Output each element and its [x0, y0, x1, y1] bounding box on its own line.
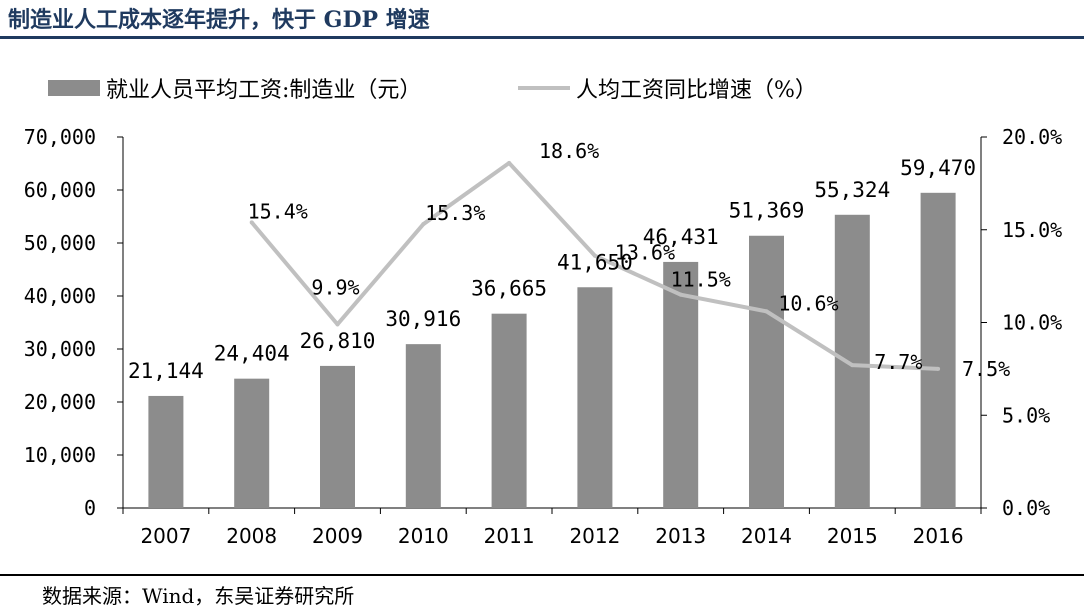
line-value-label: 18.6% — [539, 139, 599, 163]
growth-point — [592, 253, 597, 258]
left-tick-label: 50,000 — [24, 231, 96, 255]
combo-chart: 就业人员平均工资:制造业（元） 人均工资同比增速（%） 0 10,000 20,000 3… — [24, 78, 1062, 548]
bar-value-label: 41,650 — [557, 250, 633, 274]
right-tick-label: 20.0% — [1002, 125, 1062, 149]
bar — [320, 365, 355, 508]
bar-value-label: 51,369 — [729, 199, 805, 223]
title-divider — [0, 36, 1084, 39]
x-tick-label: 2007 — [140, 524, 191, 548]
left-tick-label: 0 — [84, 496, 96, 520]
bar-value-label: 26,810 — [300, 329, 376, 353]
bar — [834, 214, 870, 508]
growth-point — [678, 292, 683, 297]
right-tick-label: 10.0% — [1002, 311, 1062, 335]
line-value-label: 15.4% — [248, 199, 308, 223]
left-tick-label: 70,000 — [24, 125, 96, 149]
bar-value-label: 24,404 — [214, 342, 290, 366]
line-value-label: 10.6% — [778, 291, 838, 315]
x-tick-label: 2009 — [312, 524, 363, 548]
x-tick-label: 2012 — [569, 524, 620, 548]
bar — [663, 261, 699, 508]
bar-value-label: 55,324 — [814, 178, 890, 202]
legend-label-bar: 就业人员平均工资:制造业（元） — [106, 78, 421, 103]
bar — [491, 313, 527, 508]
source-note: 数据来源：Wind，东吴证券研究所 — [42, 584, 355, 608]
line-value-label: 11.5% — [671, 268, 731, 292]
bar — [920, 192, 956, 508]
bar — [749, 235, 784, 508]
bar-value-label: 21,144 — [128, 359, 204, 383]
bar — [577, 287, 613, 508]
left-tick-label: 60,000 — [24, 178, 96, 202]
bar — [405, 344, 441, 508]
bar-value-label: 46,431 — [643, 225, 719, 249]
legend-swatch-bar — [48, 80, 100, 96]
x-tick-label: 2011 — [484, 524, 535, 548]
right-tick-label: 0.0% — [1002, 496, 1050, 520]
growth-point — [335, 322, 340, 327]
left-tick-label: 20,000 — [24, 390, 96, 414]
bar-value-label: 59,470 — [900, 156, 976, 180]
left-tick-label: 40,000 — [24, 284, 96, 308]
line-value-label: 13.6% — [615, 241, 675, 265]
chart-title: 制造业人工成本逐年提升，快于 GDP 增速 — [8, 7, 430, 33]
x-tick-label: 2016 — [913, 524, 964, 548]
line-value-label: 9.9% — [311, 275, 359, 299]
footer-divider — [0, 574, 1084, 576]
growth-point — [850, 363, 855, 368]
bar-value-label: 36,665 — [471, 277, 547, 301]
bar-value-label: 30,916 — [385, 307, 461, 331]
right-tick-label: 5.0% — [1002, 403, 1050, 427]
growth-point — [249, 220, 254, 225]
line-value-label: 7.7% — [874, 350, 922, 374]
legend-label-line: 人均工资同比增速（%） — [576, 78, 817, 103]
bar — [234, 378, 270, 508]
x-tick-label: 2010 — [398, 524, 449, 548]
x-tick-label: 2013 — [655, 524, 706, 548]
growth-point — [936, 366, 941, 371]
left-tick-label: 10,000 — [24, 443, 96, 467]
x-tick-label: 2014 — [741, 524, 792, 548]
growth-point — [421, 222, 426, 227]
growth-point — [507, 160, 512, 165]
bar — [148, 395, 184, 508]
x-tick-label: 2008 — [226, 524, 277, 548]
x-tick-label: 2015 — [827, 524, 878, 548]
growth-point — [764, 309, 769, 314]
left-tick-label: 30,000 — [24, 337, 96, 361]
right-tick-label: 15.0% — [1002, 218, 1062, 242]
line-value-label: 7.5% — [962, 357, 1010, 381]
line-value-label: 15.3% — [425, 201, 485, 225]
